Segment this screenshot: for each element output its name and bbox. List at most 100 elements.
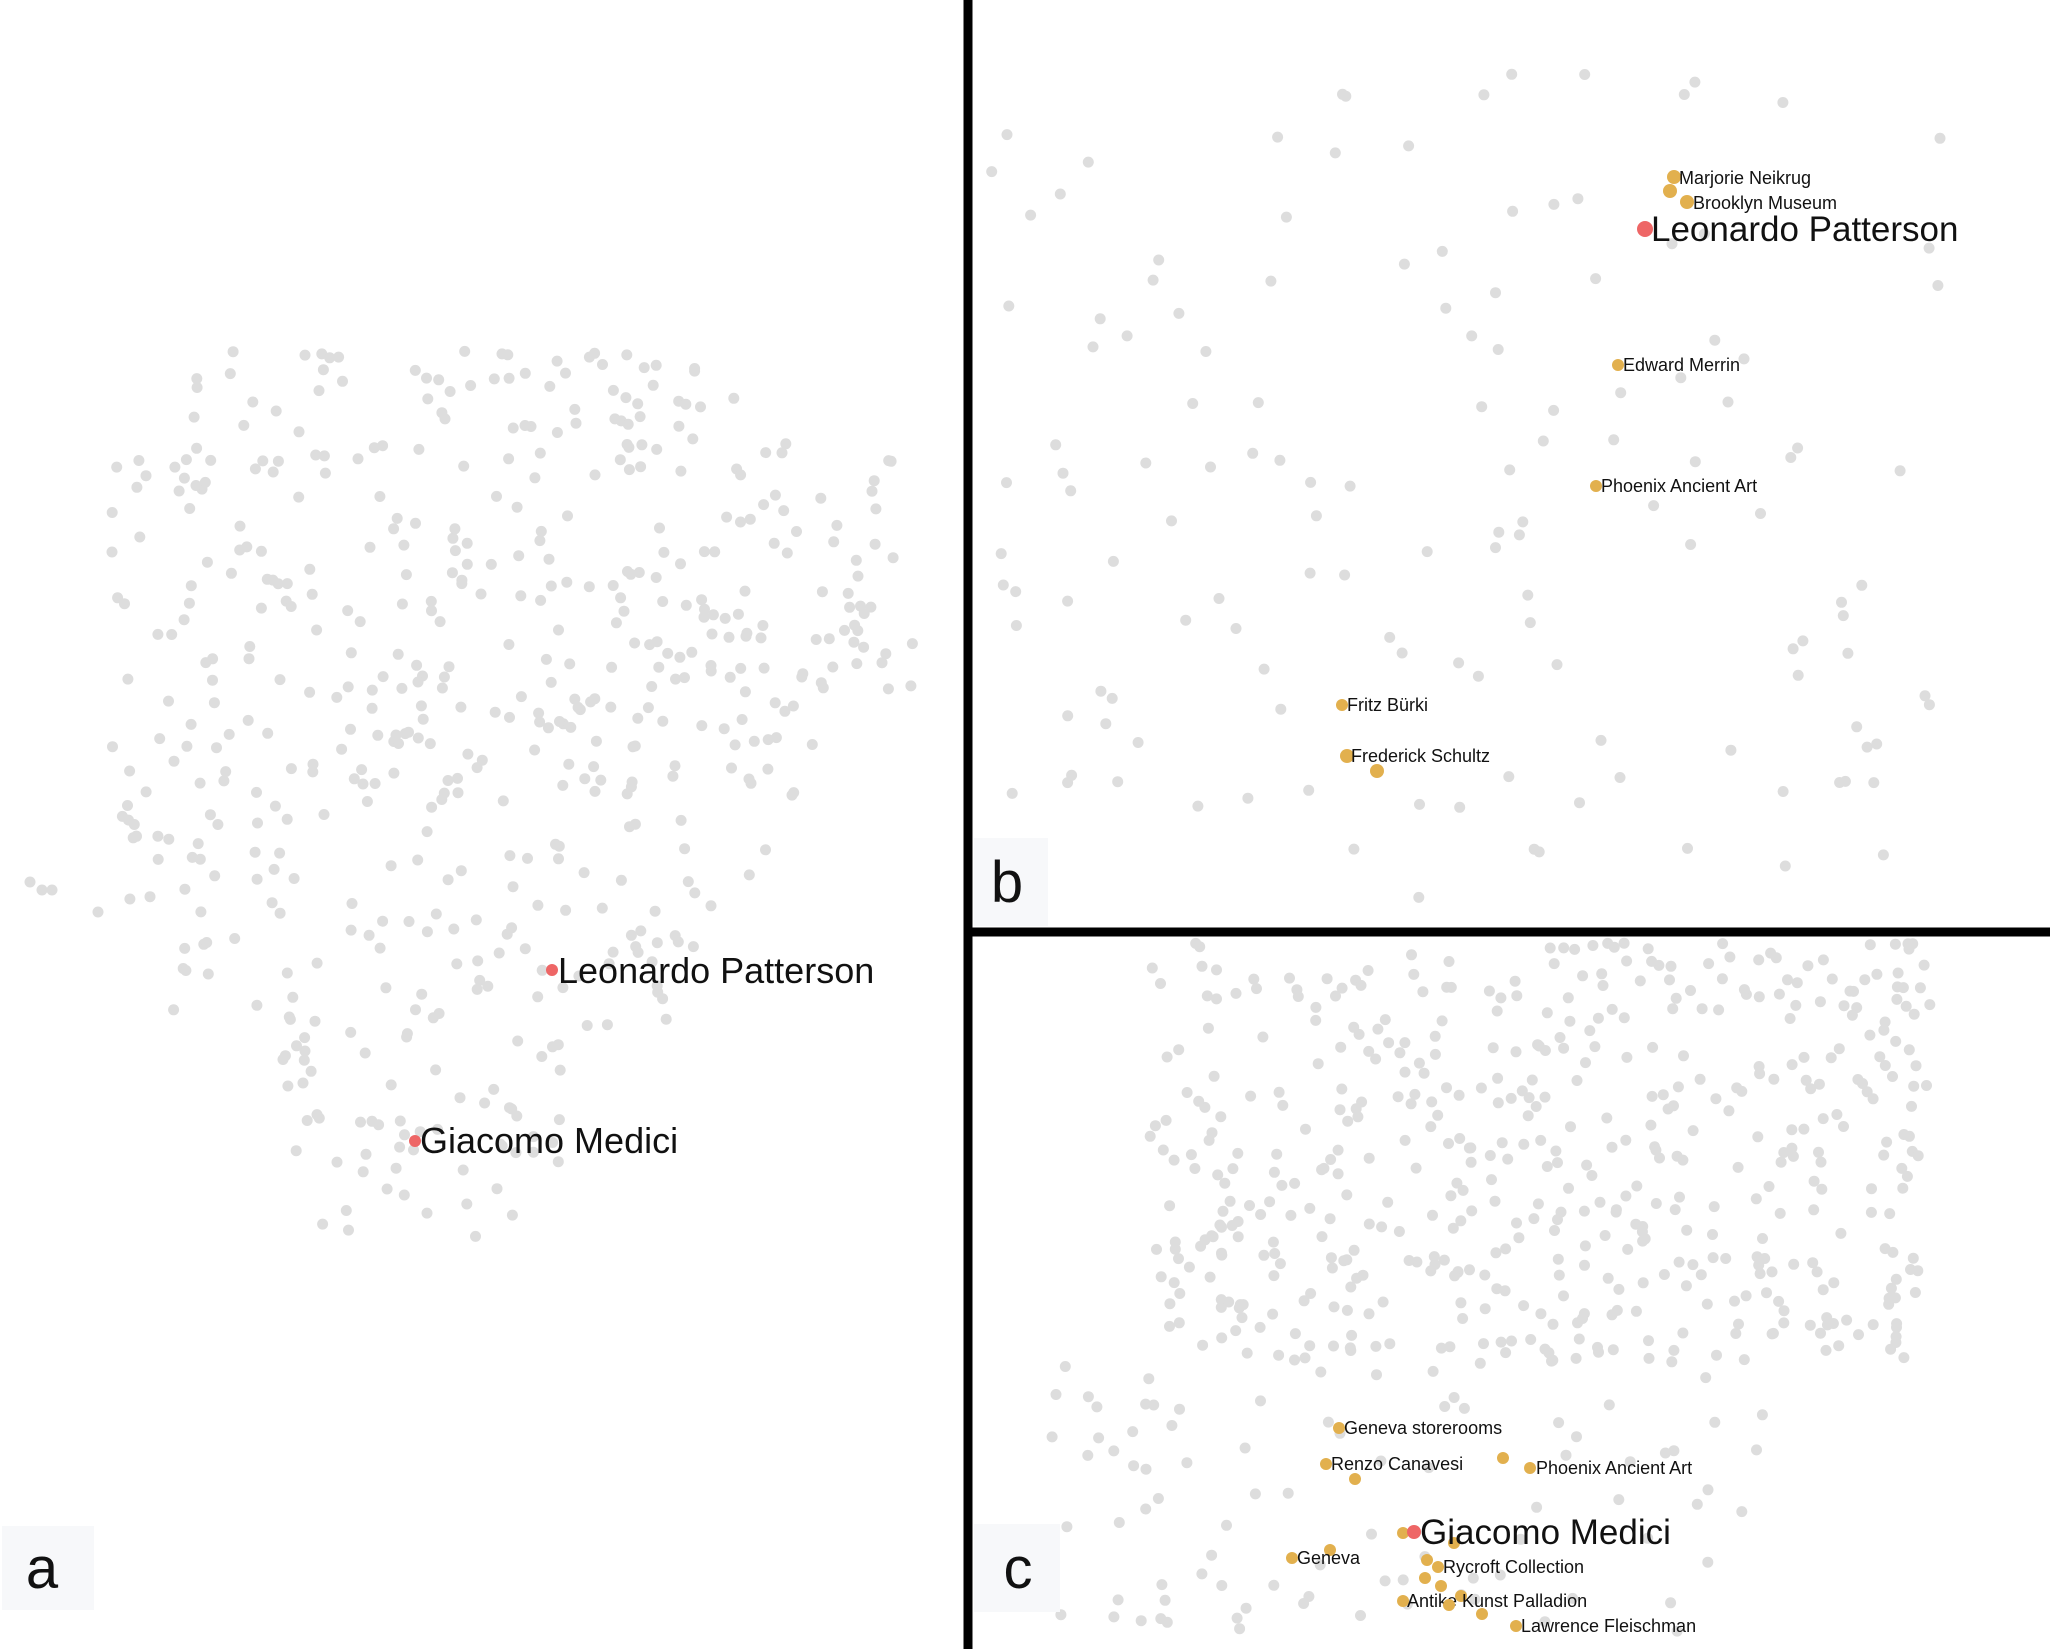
panel-c-background-node [1666, 1356, 1678, 1368]
panel-a-point-leonardo-patterson[interactable] [546, 964, 558, 976]
panel-b-background-node [1492, 344, 1504, 355]
panel-a-background-node [422, 393, 434, 405]
panel-c-point-cluster[interactable] [1448, 1537, 1460, 1549]
panel-c-background-node [1646, 1090, 1658, 1102]
panel-a-background-node [421, 372, 432, 384]
panel-b-point-cluster[interactable] [1370, 764, 1384, 778]
panel-a-background-node [333, 351, 345, 363]
panel-c-background-node [1316, 1164, 1328, 1176]
panel-a-background-node [503, 639, 515, 650]
panel-c-background-node [1645, 1119, 1657, 1131]
panel-a-background-node [547, 1137, 559, 1148]
panel-c-background-node [1406, 949, 1417, 961]
panel-a-background-node [388, 767, 400, 779]
panel-c-background-node [1219, 1177, 1231, 1189]
panel-c-point-cluster[interactable] [1443, 1599, 1455, 1611]
panel-c-point-rycroft-collection[interactable] [1432, 1561, 1444, 1573]
panel-c-point-giacomo-medici[interactable] [1407, 1525, 1421, 1539]
panel-c-point-lawrence-fleischman[interactable] [1510, 1620, 1522, 1632]
panel-a-point-giacomo-medici[interactable] [409, 1135, 421, 1147]
panel-c-point-cluster[interactable] [1497, 1452, 1509, 1464]
panel-c-background-node [1244, 1200, 1255, 1211]
panel-c-point-cluster[interactable] [1324, 1544, 1336, 1556]
panel-a-background-node [432, 1123, 443, 1135]
panel-c-background-node [1330, 990, 1341, 1002]
panel-c-background-node [1405, 1098, 1417, 1110]
panel-a-background-node [706, 628, 718, 640]
panel-c-background-node [1621, 1051, 1633, 1063]
panel-c-background-node [1409, 1088, 1421, 1100]
panel-c-point-cluster[interactable] [1476, 1608, 1488, 1620]
panel-c-background-node [1403, 1255, 1415, 1266]
panel-b-background-node [1595, 734, 1607, 746]
panel-a-background-node [234, 520, 246, 532]
panel-b-point-edward-merrin[interactable] [1612, 359, 1624, 371]
panel-c-background-node [1890, 1273, 1902, 1285]
background-points [24, 68, 1946, 1637]
panel-a-background-node [274, 847, 286, 859]
panel-c-background-node [1738, 1354, 1750, 1366]
panel-a-background-node [318, 809, 330, 820]
panel-c-background-node [1738, 984, 1750, 996]
panel-c-point-cluster[interactable] [1397, 1527, 1409, 1539]
panel-a-background-node [229, 933, 241, 944]
panel-b-background-node [1095, 685, 1107, 697]
panel-c-point-phoenix-ancient-art[interactable] [1524, 1462, 1536, 1474]
panel-c-background-node [1499, 1285, 1511, 1297]
panel-a-background-node [553, 840, 565, 852]
panel-c-background-node [1140, 1398, 1152, 1410]
panel-c-point-renzo-canavesi[interactable] [1320, 1458, 1332, 1470]
panel-a-background-node [430, 1064, 442, 1076]
panel-b-point-fritz-burki[interactable] [1336, 699, 1348, 711]
panel-b-point-marjorie-neikrug[interactable] [1667, 170, 1681, 184]
panel-a-background-node [741, 627, 753, 639]
panel-c-point-cluster[interactable] [1455, 1590, 1467, 1602]
panel-b-background-node [1792, 669, 1804, 681]
panel-c-background-node [1890, 1035, 1902, 1047]
panel-c-background-node [1547, 1354, 1559, 1366]
panel-b-background-node [1551, 659, 1563, 671]
panel-c-background-node [1483, 985, 1495, 997]
panel-a-background-node [270, 405, 282, 417]
panel-c-background-node [1657, 1089, 1669, 1101]
panel-c-background-node [1577, 1313, 1588, 1324]
panel-b-point-frederick-schultz[interactable] [1340, 749, 1354, 763]
panel-c-background-node [1355, 979, 1367, 991]
panel-a-background-node [831, 519, 843, 531]
panel-a-background-node [561, 576, 573, 588]
panel-c-point-geneva-storerooms[interactable] [1333, 1422, 1345, 1434]
panel-c-point-cluster[interactable] [1419, 1572, 1431, 1584]
panel-b-point-brooklyn-museum[interactable] [1680, 195, 1694, 209]
panel-b-background-node [1304, 567, 1316, 579]
panel-b-point-phoenix-ancient-art[interactable] [1590, 480, 1602, 492]
panel-c-background-node [1211, 964, 1222, 976]
panel-a-background-node [757, 620, 769, 631]
panel-c-point-cluster[interactable] [1349, 1473, 1361, 1485]
panel-b-background-node [1107, 555, 1119, 567]
panel-c-point-geneva[interactable] [1286, 1552, 1298, 1564]
panel-c-background-node [1637, 1277, 1649, 1289]
panel-c-point-antike-kunst-palladion[interactable] [1397, 1595, 1409, 1607]
panel-a-background-node [748, 735, 760, 747]
panel-b-label-brooklyn-museum: Brooklyn Museum [1693, 193, 1837, 213]
panel-c-point-cluster[interactable] [1421, 1554, 1433, 1566]
panel-a-background-node [343, 1224, 354, 1236]
panel-c-background-node [1363, 1045, 1375, 1057]
panel-a-background-node [630, 941, 642, 953]
panel-c-background-node [1399, 1066, 1411, 1078]
panel-a-background-node [651, 980, 663, 992]
panel-c-background-node [1567, 1592, 1579, 1604]
panel-a-background-node [410, 517, 421, 529]
panel-b-point-leonardo-patterson[interactable] [1637, 221, 1653, 237]
panel-c-background-node [1148, 1399, 1160, 1411]
panel-c-background-node [1399, 1037, 1411, 1049]
panel-b-point-cluster[interactable] [1663, 184, 1677, 198]
panel-a-background-node [569, 693, 581, 705]
panel-c-background-node [1289, 1177, 1301, 1189]
panel-c-point-cluster[interactable] [1435, 1580, 1447, 1592]
panel-c-background-node [1152, 1493, 1164, 1504]
panel-a-background-node [185, 580, 197, 592]
panel-b-background-node [1153, 254, 1165, 266]
panel-a-background-node [238, 419, 250, 431]
panel-a-background-node [689, 365, 701, 377]
